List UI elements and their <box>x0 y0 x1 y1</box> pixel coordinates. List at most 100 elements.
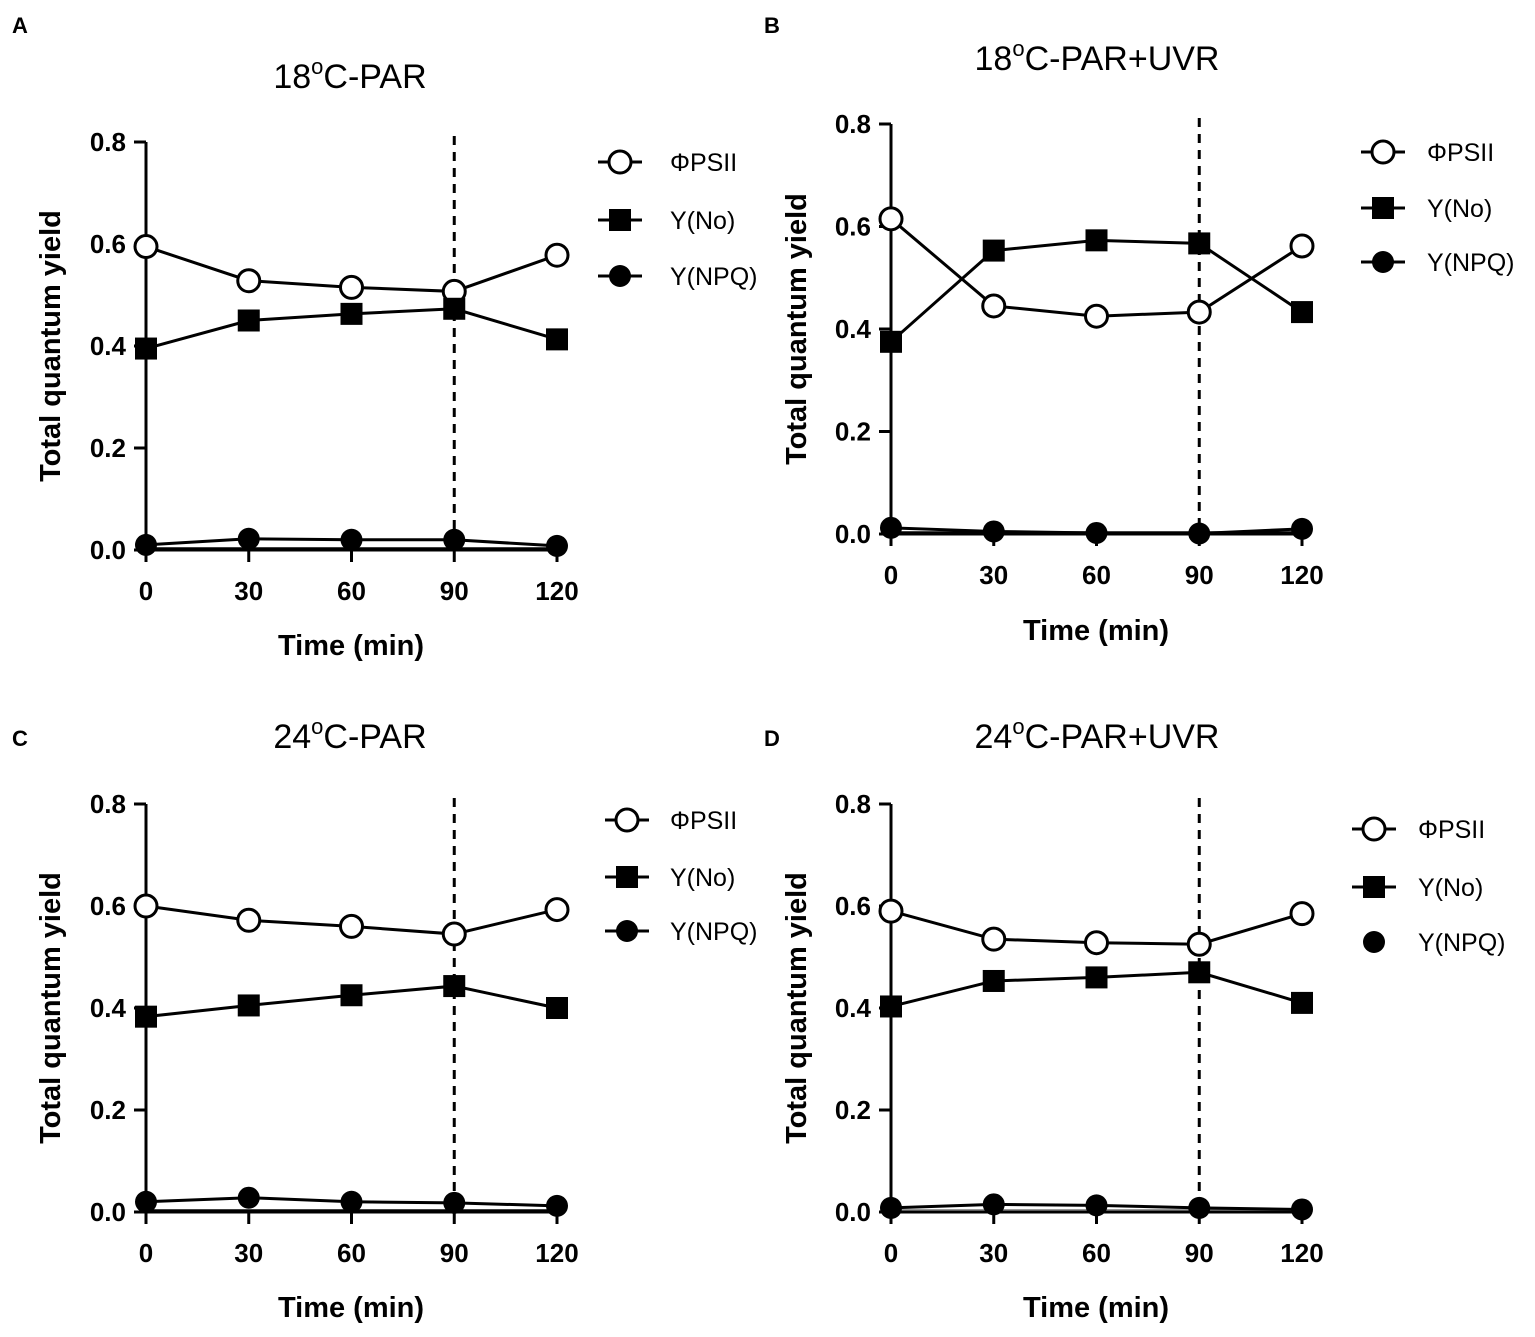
y-tick-label: 0.8 <box>90 789 126 819</box>
legend-label: Y(NPQ) <box>670 918 758 946</box>
legend-marker <box>1363 876 1385 898</box>
data-point-y-npq <box>443 528 466 551</box>
y-tick-label: 0.4 <box>90 993 127 1023</box>
panel-title-b: 18oC-PAR+UVR <box>975 36 1220 78</box>
legend-label: ΦPSII <box>1427 139 1494 167</box>
data-point-phi-psii <box>236 268 262 294</box>
series-y-npq <box>880 1193 1313 1221</box>
title-prefix: 18 <box>273 58 311 96</box>
title-suffix: C-PAR+UVR <box>1025 718 1220 756</box>
data-point-y-npq <box>443 1191 466 1214</box>
x-tick-label: 30 <box>979 560 1008 590</box>
x-tick-label: 0 <box>884 1238 898 1268</box>
legend-entry-y-no: Y(No) <box>598 207 735 235</box>
panel-a: A 18oC-PAR 0.0 0.2 0.4 0.6 0.8 0 30 60 90 120 Time (… <box>12 13 758 662</box>
y-tick-label: 0.8 <box>835 789 871 819</box>
x-tick-label: 60 <box>1082 560 1111 590</box>
y-tick-label: 0.2 <box>835 417 871 447</box>
x-tick-label: 120 <box>535 576 578 606</box>
data-point-phi-psii <box>133 234 159 260</box>
y-tick-label: 0.2 <box>90 433 126 463</box>
data-point-y-no <box>340 984 363 1007</box>
data-point-phi-psii <box>1186 299 1212 325</box>
x-tick-label: 30 <box>979 1238 1008 1268</box>
data-point-y-no <box>1085 966 1108 989</box>
x-tick-label: 0 <box>884 560 898 590</box>
x-tick-label: 0 <box>139 576 153 606</box>
title-superscript: o <box>1012 36 1024 61</box>
y-tick-label: 0.4 <box>90 331 127 361</box>
data-point-y-no <box>1188 232 1211 255</box>
title-superscript: o <box>311 54 323 79</box>
data-point-phi-psii <box>878 898 904 924</box>
data-point-phi-psii <box>1084 930 1109 956</box>
legend-label: Y(No) <box>670 864 735 892</box>
y-tick-label: 0.2 <box>90 1095 126 1125</box>
data-point-y-no <box>237 994 260 1017</box>
y-tick-label: 0.0 <box>90 1197 126 1227</box>
x-tick-label: 30 <box>234 576 263 606</box>
panel-letter-c: C <box>12 726 28 751</box>
legend-entry-y-npq: Y(NPQ) <box>598 263 758 291</box>
legend-label: ΦPSII <box>670 807 737 835</box>
panel-letter-a: A <box>12 13 28 38</box>
y-tick-label: 0.6 <box>835 891 871 921</box>
data-point-y-no <box>546 997 568 1019</box>
legend-entry-y-no: Y(No) <box>1352 874 1483 902</box>
data-point-y-npq <box>880 516 902 539</box>
data-point-phi-psii <box>133 893 159 919</box>
data-point-y-npq <box>1085 1194 1108 1217</box>
data-point-y-no <box>880 995 902 1018</box>
series-y-npq <box>135 1186 568 1217</box>
y-tick-label: 0.0 <box>835 519 871 549</box>
panel-letter-b: B <box>764 13 780 38</box>
data-point-phi-psii <box>236 907 262 933</box>
data-point-phi-psii <box>878 206 904 232</box>
data-point-y-npq <box>1188 1196 1211 1219</box>
data-point-phi-psii <box>1186 931 1212 957</box>
panel-c: C 24oC-PAR 0.0 0.2 0.4 0.6 0.8 0 30 60 90 120 Time (… <box>12 714 758 1324</box>
legend-marker <box>1361 816 1387 842</box>
data-point-phi-psii <box>339 274 364 300</box>
y-tick-label: 0.8 <box>90 127 126 157</box>
y-tick-label: 0.6 <box>90 229 126 259</box>
title-prefix: 24 <box>975 718 1013 756</box>
x-tick-label: 60 <box>337 1238 366 1268</box>
x-axis-label: Time (min) <box>1023 1292 1169 1324</box>
data-point-y-npq <box>546 1194 568 1217</box>
x-tick-label: 90 <box>1185 1238 1214 1268</box>
legend-marker <box>616 920 638 942</box>
data-point-y-npq <box>1188 522 1211 545</box>
data-point-y-npq <box>1291 517 1313 540</box>
data-point-y-npq <box>340 1190 363 1213</box>
title-superscript: o <box>1012 714 1024 739</box>
y-tick-label: 0.2 <box>835 1095 871 1125</box>
y-tick-label: 0.4 <box>835 993 872 1023</box>
series-phi-psii <box>878 898 1315 957</box>
x-tick-label: 90 <box>1185 560 1214 590</box>
legend-entry-y-npq: Y(NPQ) <box>1361 249 1515 277</box>
series-phi-psii <box>133 893 570 947</box>
series-phi-psii <box>133 234 570 304</box>
data-point-phi-psii <box>981 293 1007 319</box>
panel-title-a: 18oC-PAR <box>273 54 426 96</box>
data-point-y-npq <box>135 533 157 556</box>
legend-marker <box>614 807 640 833</box>
legend-marker <box>1372 251 1394 273</box>
data-point-y-npq <box>880 1196 902 1219</box>
data-point-y-no <box>340 302 363 325</box>
data-point-y-npq <box>1085 521 1108 544</box>
legend-label: Y(No) <box>1427 195 1492 223</box>
series-y-no <box>135 975 568 1028</box>
x-tick-label: 90 <box>440 576 469 606</box>
data-point-phi-psii <box>441 921 467 947</box>
panel-d: D 24oC-PAR+UVR 0.0 0.2 0.4 0.6 0.8 0 30 60 90 120 Ti… <box>764 714 1506 1324</box>
panel-title-c: 24oC-PAR <box>273 714 426 756</box>
x-tick-label: 120 <box>1280 560 1323 590</box>
title-suffix: C-PAR+UVR <box>1025 40 1220 78</box>
x-tick-label: 60 <box>1082 1238 1111 1268</box>
y-tick-label: 0.6 <box>90 891 126 921</box>
legend-marker <box>1370 139 1396 165</box>
